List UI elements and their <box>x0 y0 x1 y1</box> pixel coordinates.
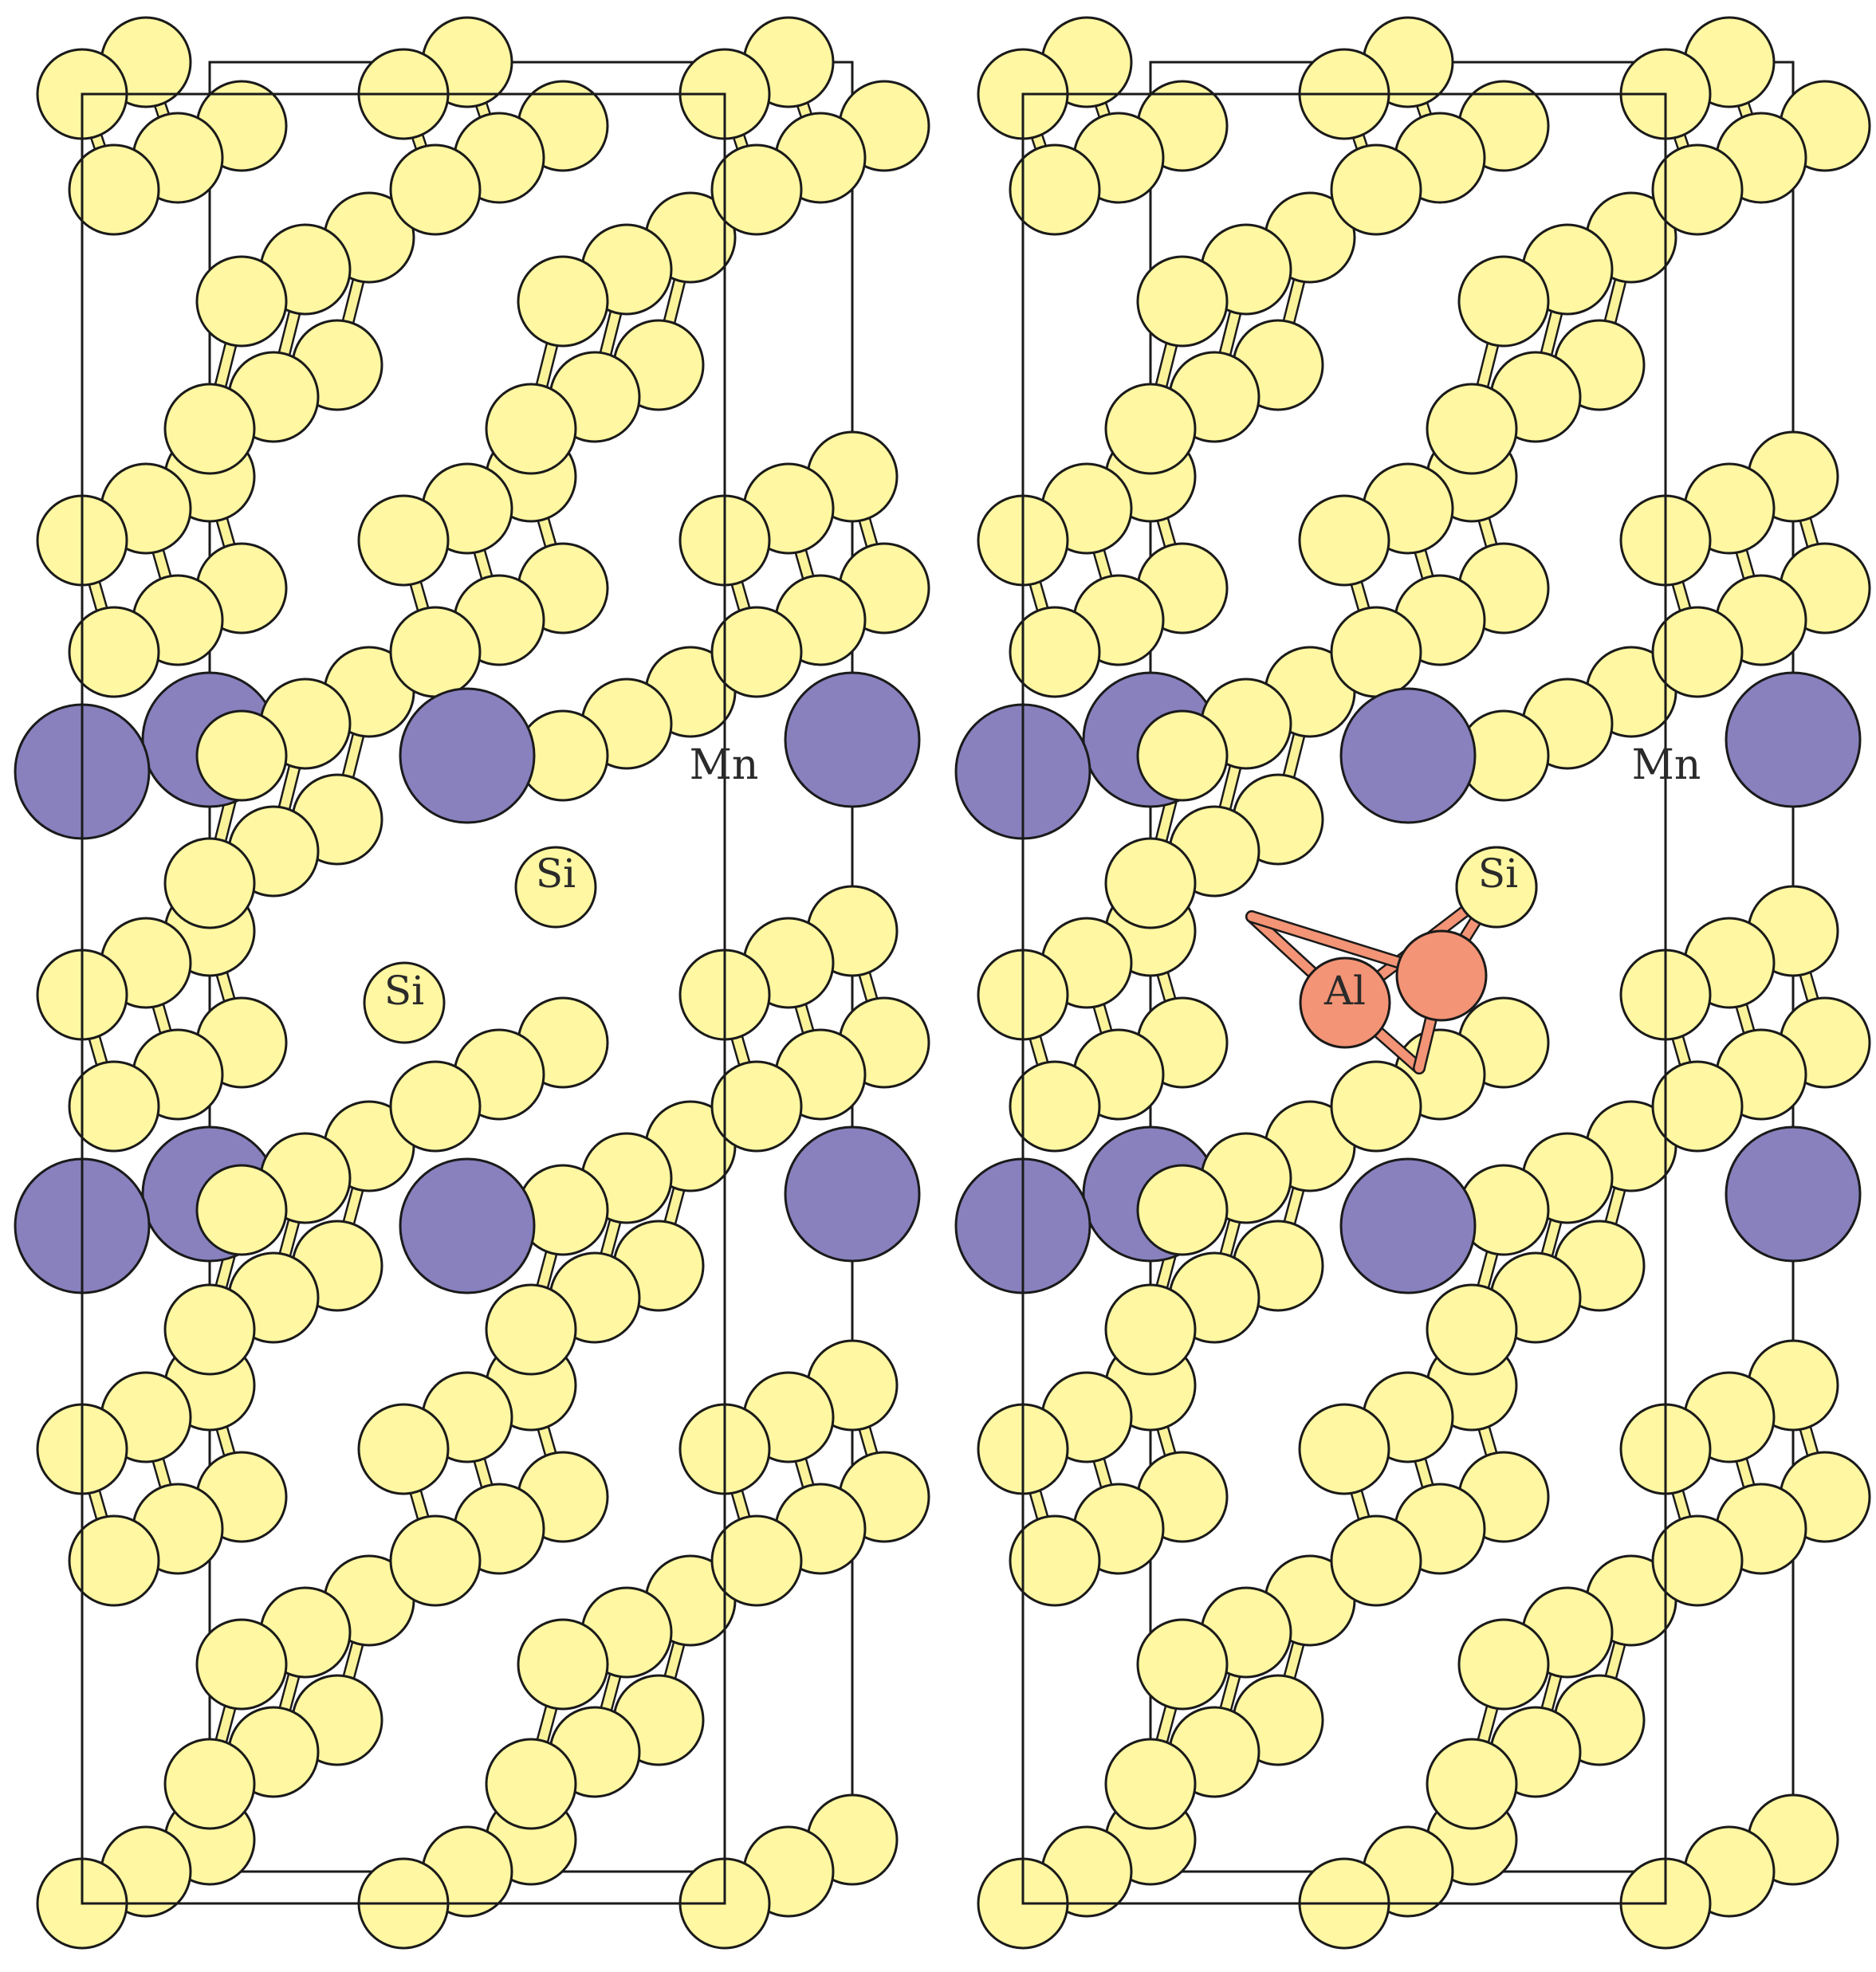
panel-al-doped: Mn Si Al <box>954 16 1871 1950</box>
si-atom <box>1009 143 1101 236</box>
mn-atom <box>1725 1125 1862 1263</box>
panel-pristine: Mn Si Si <box>14 16 930 1950</box>
si-atom <box>1104 1738 1197 1830</box>
si-atom <box>1009 606 1101 698</box>
si-atom <box>163 1738 256 1830</box>
al-atom-back <box>1395 929 1488 1022</box>
unit-cell-front-rect <box>81 92 726 1905</box>
mn-atom <box>1339 687 1477 824</box>
si-atom <box>710 143 803 236</box>
si-atom <box>68 143 160 236</box>
si-atom <box>1136 1164 1229 1256</box>
si-atom <box>1104 383 1197 475</box>
si-atom <box>195 255 288 348</box>
si-atom <box>710 1060 803 1153</box>
si-atom <box>389 143 482 236</box>
si-atom-labelled <box>514 846 597 929</box>
si-atom <box>1651 606 1744 698</box>
si-atom <box>517 255 609 348</box>
si-atom <box>1330 1514 1422 1607</box>
si-atom <box>1136 709 1229 802</box>
si-atom <box>163 837 256 929</box>
si-label-upper: Si <box>536 850 576 897</box>
si-atom <box>1426 1283 1518 1376</box>
si-atom <box>1330 606 1422 698</box>
si-atom <box>710 606 803 698</box>
si-atom <box>1330 143 1422 236</box>
mn-atom <box>1725 671 1862 808</box>
si-atom <box>1330 1060 1422 1153</box>
si-atom <box>195 1164 288 1256</box>
si-atom <box>1457 1618 1550 1711</box>
si-atom <box>1298 494 1390 587</box>
unit-cell-front-rect <box>1021 92 1667 1905</box>
unit-cell-front-edges <box>1021 92 1667 1905</box>
si-atom <box>710 1514 803 1607</box>
mn-atom <box>399 687 536 824</box>
mn-label: Mn <box>1632 741 1701 789</box>
si-atom <box>68 1060 160 1153</box>
si-atom <box>389 1514 482 1607</box>
si-atom <box>1457 255 1550 348</box>
unit-cell-front-edges <box>81 92 726 1905</box>
si-atom-labelled <box>1455 846 1538 929</box>
si-atom <box>1651 143 1744 236</box>
si-atom <box>1009 1514 1101 1607</box>
si-atom <box>1136 255 1229 348</box>
si-atom <box>68 606 160 698</box>
si-atom <box>195 1618 288 1711</box>
si-atom <box>1426 383 1518 475</box>
si-atom <box>68 1514 160 1607</box>
mn-atom <box>784 1125 921 1263</box>
si-atom <box>517 1618 609 1711</box>
mn-atom <box>1339 1157 1477 1294</box>
si-atom <box>1009 1060 1101 1153</box>
si-atom <box>163 1283 256 1376</box>
si-label-lower: Si <box>384 968 424 1014</box>
si-atom <box>1426 1738 1518 1830</box>
si-atom <box>1298 1403 1390 1495</box>
mn-atom <box>784 671 921 808</box>
mn-atom <box>399 1157 536 1294</box>
si-atom <box>485 1283 577 1376</box>
si-atom <box>357 1403 450 1495</box>
si-atom <box>195 709 288 802</box>
atom-labels: Mn Si Al <box>1323 741 1701 1014</box>
si-label: Si <box>1478 850 1518 897</box>
si-atom <box>1136 1618 1229 1711</box>
mn-label: Mn <box>690 741 759 789</box>
si-atom <box>1651 1060 1744 1153</box>
back-atom-layer <box>100 16 930 1918</box>
si-atom <box>485 1738 577 1830</box>
si-atom-labelled <box>363 961 446 1044</box>
si-atom <box>389 606 482 698</box>
si-atom <box>485 383 577 475</box>
al-atom <box>1299 957 1391 1049</box>
al-label: Al <box>1323 968 1366 1014</box>
al-dopant-site <box>1245 846 1538 1074</box>
atom-labels: Mn Si Si <box>384 741 758 1014</box>
si-atom <box>357 494 450 587</box>
si-atom <box>1104 1283 1197 1376</box>
si-atom <box>389 1060 482 1153</box>
si-atom <box>1651 1514 1744 1607</box>
si-atom <box>163 383 256 475</box>
si-atom <box>1104 837 1197 929</box>
